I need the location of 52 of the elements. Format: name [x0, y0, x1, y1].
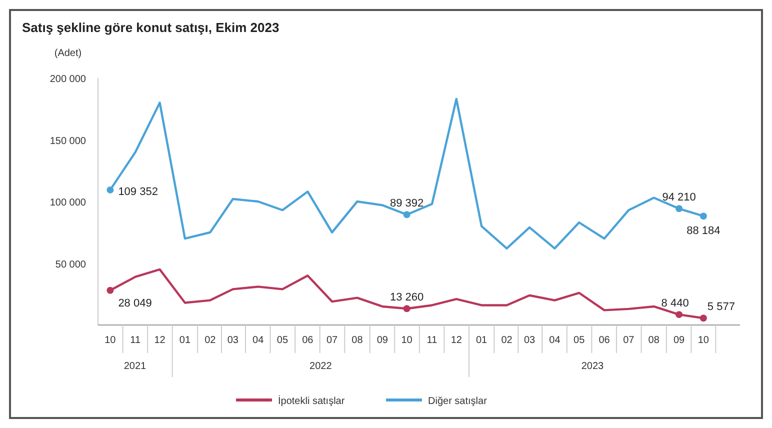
point	[106, 286, 114, 294]
x-tick-label: 10	[104, 335, 116, 346]
data-label: 28 049	[118, 297, 152, 310]
x-tick-label: 04	[252, 335, 264, 346]
x-tick-label: 12	[450, 335, 462, 346]
text: 2021	[124, 361, 147, 372]
point	[700, 212, 707, 220]
x-tick-label: 04	[549, 335, 561, 346]
x-tick-label: 03	[524, 335, 536, 346]
point	[676, 311, 683, 318]
y-tick-label: 200 000	[50, 74, 86, 85]
x-tick-label: 02	[204, 335, 216, 346]
point	[403, 211, 410, 218]
y-tick-label: 100 000	[50, 198, 86, 208]
data-label: 5 577	[707, 301, 735, 314]
x-tick-label: 06	[302, 335, 314, 346]
x-tick-label: 05	[574, 335, 586, 346]
x-tick-label: 02	[501, 335, 513, 346]
x-tick-label: 09	[376, 335, 388, 346]
x-tick-label: 05	[276, 335, 288, 346]
data-label: 8 440	[661, 298, 689, 310]
x-tick-label: 12	[154, 335, 166, 346]
data-label: 94 210	[662, 192, 696, 204]
y-axis-title: (Adet)	[54, 48, 82, 59]
x-tick-label: 08	[648, 335, 660, 346]
text: 2023	[581, 361, 604, 372]
data-label: 109 352	[118, 186, 158, 198]
x-tick-label: 01	[179, 335, 191, 346]
x-tick-label: 03	[227, 335, 239, 346]
x-tick-label: 10	[698, 335, 710, 346]
chart-title: Satış şekline göre konut satışı, Ekim 2023	[22, 20, 280, 35]
point	[676, 205, 683, 212]
x-tick-label: 11	[426, 335, 438, 346]
legend-label: İpotekli satışlar	[278, 395, 346, 407]
point	[700, 314, 707, 322]
x-tick-label: 07	[623, 335, 635, 346]
data-label: 89 392	[390, 198, 424, 210]
x-tick-label: 06	[598, 335, 610, 346]
x-tick-label: 10	[401, 335, 413, 346]
text: 2022	[310, 361, 332, 372]
data-label: 13 260	[390, 292, 424, 304]
x-tick-label: 07	[326, 335, 338, 346]
x-tick-label: 01	[476, 335, 488, 346]
data-label: 88 184	[686, 225, 720, 238]
y-tick-label: 50 000	[55, 259, 86, 270]
y-tick-label: 150 000	[50, 136, 86, 147]
legend-label: Diğer satışlar	[428, 396, 488, 407]
x-tick-label: 08	[352, 335, 364, 346]
x-tick-label: 11	[130, 335, 142, 346]
x-tick-label: 09	[673, 335, 686, 346]
point	[106, 186, 114, 194]
point	[403, 305, 410, 312]
